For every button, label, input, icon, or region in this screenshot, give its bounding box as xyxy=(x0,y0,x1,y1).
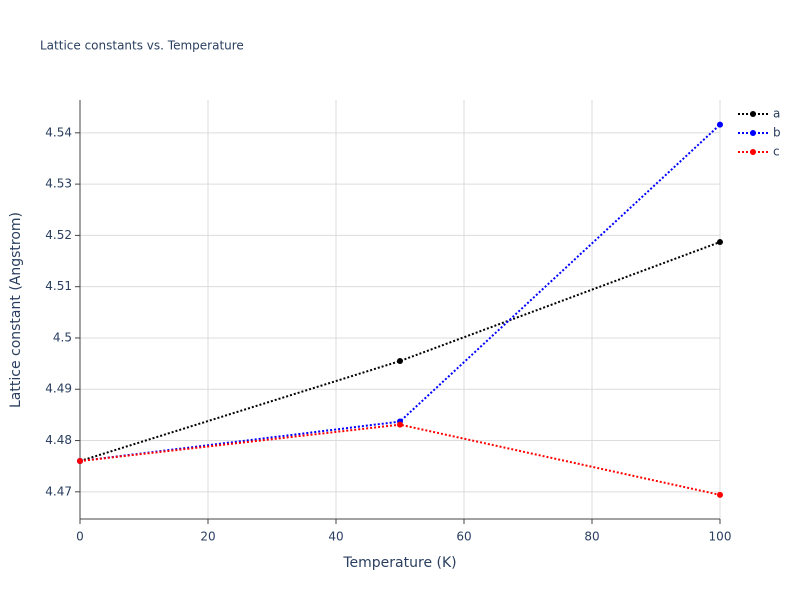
data-point xyxy=(397,358,403,365)
data-point xyxy=(397,421,403,428)
x-tick-label: 0 xyxy=(76,530,84,544)
legend-label: a xyxy=(773,107,780,121)
x-tick-label: 80 xyxy=(584,530,599,544)
y-tick-label: 4.49 xyxy=(45,382,72,396)
legend-marker xyxy=(750,149,756,155)
data-point xyxy=(77,458,83,465)
legend-marker xyxy=(750,111,756,117)
series-line xyxy=(79,123,721,463)
y-axis-title: Lattice constant (Angstrom) xyxy=(8,212,24,408)
legend-label: c xyxy=(773,145,780,159)
y-tick-label: 4.48 xyxy=(45,433,72,447)
y-tick-label: 4.47 xyxy=(45,484,72,498)
x-tick-label: 60 xyxy=(456,530,471,544)
data-point xyxy=(717,239,723,246)
y-tick-label: 4.5 xyxy=(53,330,72,344)
y-tick-label: 4.51 xyxy=(45,279,72,293)
x-axis-title: Temperature (K) xyxy=(342,555,456,571)
x-tick-label: 100 xyxy=(709,530,732,544)
x-tick-label: 40 xyxy=(328,530,343,544)
legend-marker xyxy=(750,130,756,136)
y-tick-label: 4.52 xyxy=(45,228,72,242)
data-point xyxy=(717,121,723,128)
data-point xyxy=(717,491,723,498)
y-tick-label: 4.54 xyxy=(45,125,72,139)
series-line xyxy=(79,241,721,463)
series-line xyxy=(79,423,721,496)
y-tick-label: 4.53 xyxy=(45,177,72,191)
x-tick-label: 20 xyxy=(200,530,215,544)
legend-label: b xyxy=(773,126,781,140)
chart-title: Lattice constants vs. Temperature xyxy=(40,39,244,53)
